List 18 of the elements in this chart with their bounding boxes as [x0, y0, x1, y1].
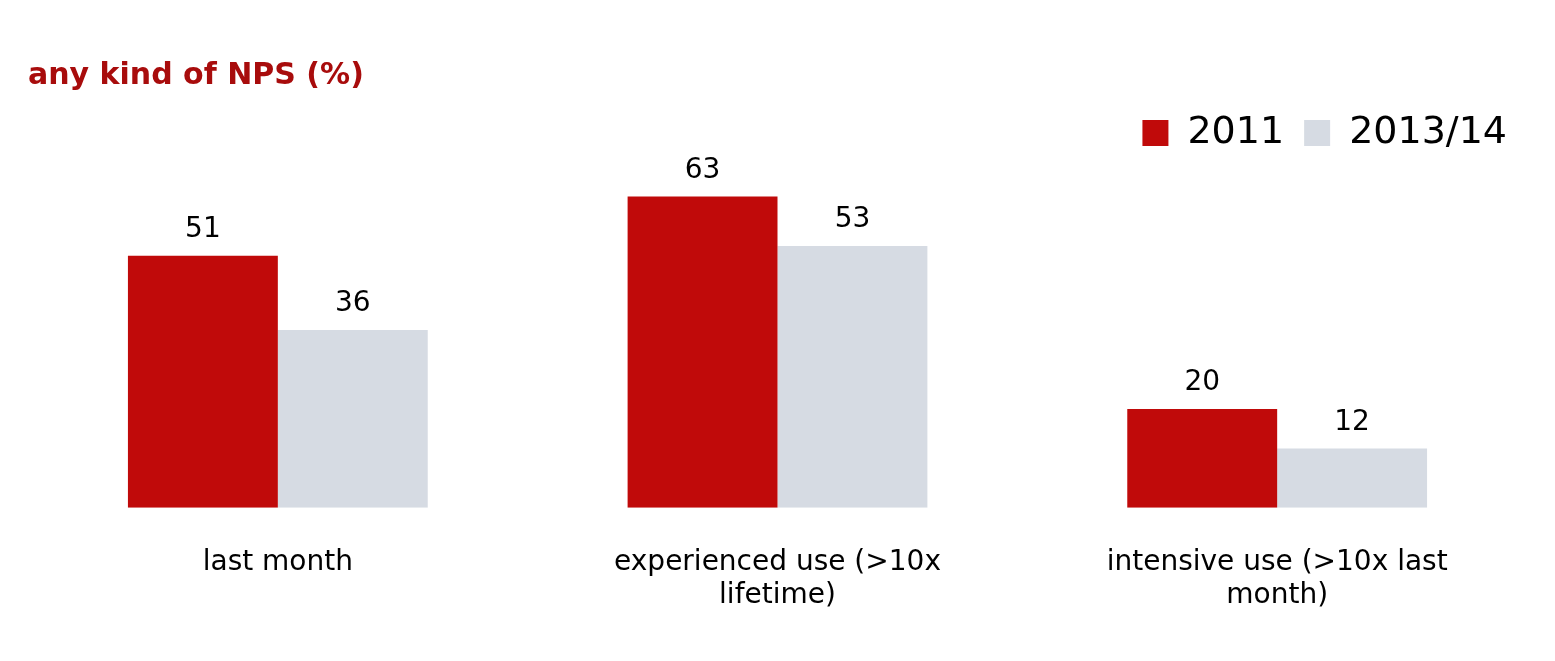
- x-tick-label: last month: [202, 543, 353, 577]
- bar: [627, 196, 778, 508]
- chart-title: any kind of NPS (%): [28, 55, 364, 91]
- data-label: 36: [334, 285, 371, 319]
- data-label: 51: [185, 211, 221, 245]
- bar: [777, 245, 928, 508]
- bar: [1127, 409, 1278, 508]
- x-tick-label: intensive use (>10x last month): [1106, 543, 1448, 611]
- bar: [1277, 448, 1428, 508]
- legend-label: 2013/14: [1349, 107, 1508, 152]
- bar: [127, 255, 278, 508]
- bar: [277, 329, 428, 508]
- legend-label: 2011: [1187, 107, 1285, 152]
- data-label: 20: [1184, 364, 1221, 398]
- data-label: 53: [834, 201, 871, 235]
- data-label: 12: [1334, 403, 1370, 437]
- data-label: 63: [684, 151, 721, 185]
- x-tick-label: experienced use (>10x lifetime): [614, 543, 941, 611]
